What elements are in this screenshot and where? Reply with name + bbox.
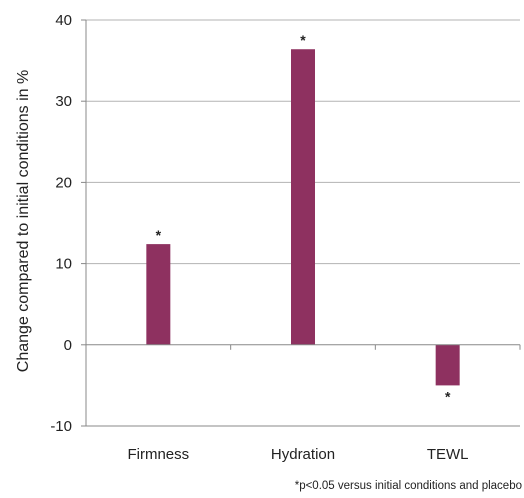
- bar-firmness: [146, 244, 171, 345]
- x-category-labels: Firmness Hydration TEWL: [127, 446, 468, 463]
- y-tick-label: 40: [55, 12, 72, 29]
- significance-star: *: [156, 227, 162, 243]
- y-tick-label: 10: [55, 256, 72, 273]
- category-label: Hydration: [271, 446, 335, 463]
- y-tick-label: 0: [64, 337, 72, 354]
- y-axis-title: Change compared to initial conditions in…: [15, 70, 32, 372]
- significance-markers: * * *: [156, 32, 451, 404]
- category-label: Firmness: [127, 446, 189, 463]
- y-tick-label: 20: [55, 174, 72, 191]
- y-tick-labels: -10 0 10 20 30 40: [50, 12, 72, 435]
- bars: [146, 49, 460, 386]
- significance-star: *: [300, 32, 306, 48]
- significance-star: *: [445, 388, 451, 404]
- axes: [81, 19, 521, 427]
- footnote: *p<0.05 versus initial conditions and pl…: [294, 480, 522, 492]
- category-label: TEWL: [427, 446, 469, 463]
- bar-hydration: [291, 49, 315, 345]
- y-tick-label: -10: [50, 418, 72, 435]
- bar-tewl: [435, 344, 460, 386]
- y-tick-label: 30: [55, 93, 72, 110]
